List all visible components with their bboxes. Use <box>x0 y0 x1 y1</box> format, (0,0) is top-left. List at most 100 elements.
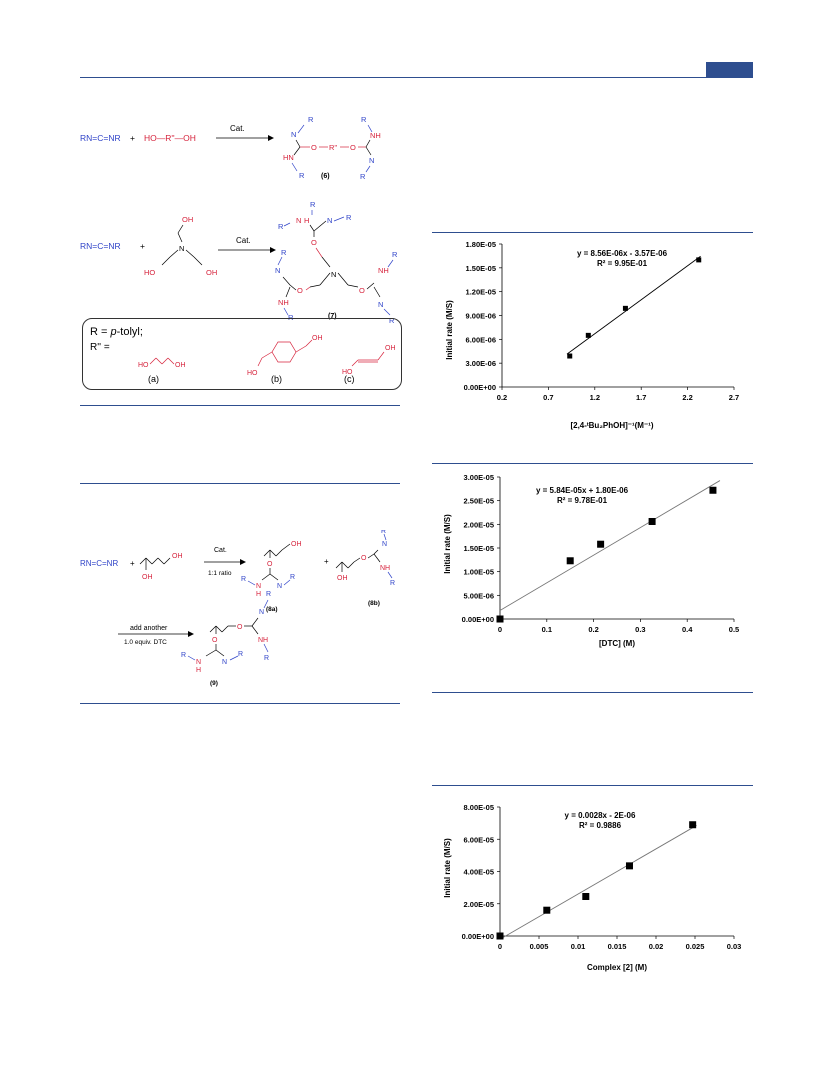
y-tick-label: 6.00E-06 <box>466 335 496 344</box>
data-point <box>496 932 504 940</box>
y-tick-label: 8.00E-05 <box>464 803 494 812</box>
y-tick-label: 0.00E+00 <box>464 383 496 392</box>
carbodiimide-3: RN=C=NR <box>80 559 118 568</box>
y-tick-label: 2.50E-05 <box>464 497 494 506</box>
product-7-structure: R H N R N R O N O N R NH R O NH R <box>275 200 398 325</box>
chart-1-equation: y = 8.56E-06x - 3.57E-06 <box>577 249 668 258</box>
svg-text:HO: HO <box>247 370 258 377</box>
rule-right-4 <box>432 785 753 786</box>
label-c: (c) <box>344 374 355 384</box>
plus-1: + <box>130 133 135 143</box>
svg-text:(6): (6) <box>321 173 330 180</box>
y-tick-label: 5.00E-06 <box>464 591 494 600</box>
data-point <box>597 540 605 548</box>
svg-text:OH: OH <box>312 335 323 342</box>
svg-text:OH: OH <box>172 553 183 560</box>
svg-text:N: N <box>196 659 201 666</box>
header-rule <box>80 77 753 78</box>
ratio-label: 1:1 ratio <box>208 570 232 577</box>
svg-text:R: R <box>360 172 366 181</box>
product-8b-structure: O N R NH R OH (8b) <box>335 530 395 607</box>
svg-text:R: R <box>264 655 269 662</box>
rule-right-2 <box>432 463 753 464</box>
arrow-head-2 <box>270 247 276 253</box>
cat-label-3: Cat. <box>214 547 227 554</box>
svg-text:R: R <box>281 248 287 257</box>
y-tick-label: 0.00E+00 <box>462 932 494 941</box>
x-tick-label: 0.1 <box>542 625 552 634</box>
plus-3a: + <box>130 559 135 568</box>
svg-text:H: H <box>256 591 261 598</box>
diol-a-structure: HO OH <box>138 357 186 369</box>
x-tick-label: 0 <box>498 625 502 634</box>
x-tick-label: 0.005 <box>530 942 549 951</box>
y-tick-label: 1.50E-05 <box>466 264 496 273</box>
svg-text:O: O <box>311 143 317 152</box>
chart-3-equation: y = 0.0028x - 2E-06 <box>565 811 636 820</box>
data-point <box>567 353 573 359</box>
data-point <box>582 892 590 900</box>
svg-text:OH: OH <box>385 345 396 352</box>
svg-text:NH: NH <box>378 266 389 275</box>
svg-text:OH: OH <box>175 362 186 369</box>
x-tick-label: 0.03 <box>727 942 742 951</box>
svg-text:OH: OH <box>291 541 302 548</box>
svg-text:OH: OH <box>182 215 193 224</box>
svg-text:R: R <box>310 200 316 209</box>
r-double-prime-label: R'' = <box>90 342 110 353</box>
plus-2: + <box>140 241 145 251</box>
svg-text:OH: OH <box>337 575 348 582</box>
data-point <box>566 557 574 565</box>
chart-3-xlabel: Complex [2] (M) <box>587 963 647 972</box>
svg-text:N: N <box>378 300 383 309</box>
x-tick-label: 0.4 <box>682 625 693 634</box>
svg-text:N: N <box>369 156 374 165</box>
svg-text:HO: HO <box>138 362 149 369</box>
diol-b-structure: HO OH <box>247 335 323 377</box>
data-point <box>543 906 551 914</box>
y-tick-label: 1.20E-05 <box>466 288 496 297</box>
svg-text:HO: HO <box>144 268 155 277</box>
trendline <box>499 825 697 940</box>
rule-right-3 <box>432 692 753 693</box>
svg-text:N: N <box>291 130 296 139</box>
svg-text:(8a): (8a) <box>266 606 278 613</box>
data-point <box>648 517 656 525</box>
product-8a-structure: OH O N H N R R (8a) <box>241 541 302 613</box>
svg-text:NH: NH <box>380 565 390 572</box>
data-point <box>622 305 628 311</box>
data-point <box>696 257 702 263</box>
svg-text:O: O <box>311 238 317 247</box>
svg-text:R: R <box>390 580 395 587</box>
x-tick-label: 0 <box>498 942 502 951</box>
svg-text:NH: NH <box>278 298 289 307</box>
x-tick-label: 0.01 <box>571 942 586 951</box>
svg-text:N: N <box>327 216 332 225</box>
y-tick-label: 1.80E-05 <box>466 240 496 249</box>
r-definition-content: R = p-tolyl; R'' = HO OH (a) HO OH (b) H… <box>90 326 396 384</box>
equiv-label: 1.0 equiv. DTC <box>124 639 167 646</box>
butanediol-structure: OH OH <box>139 553 183 581</box>
y-tick-label: 0.00E+00 <box>462 615 494 624</box>
svg-text:R: R <box>181 652 186 659</box>
svg-text:NH: NH <box>258 637 268 644</box>
x-tick-label: 0.2 <box>497 393 507 402</box>
x-tick-label: 1.7 <box>636 393 646 402</box>
svg-text:R: R <box>299 171 305 180</box>
carbodiimide-1: RN=C=NR <box>80 133 121 143</box>
chart-1-xlabel: [2,4-ᵗBu₂PhOH]⁻¹(M⁻¹) <box>570 421 653 430</box>
svg-text:N: N <box>179 244 184 253</box>
cat-label-2: Cat. <box>236 236 251 245</box>
diol-1: HO—R''—OH <box>144 133 196 143</box>
rule-left-3 <box>80 703 400 704</box>
chart-3-r2: R² = 0.9886 <box>579 821 622 830</box>
x-tick-label: 0.7 <box>543 393 553 402</box>
svg-text:R: R <box>290 574 295 581</box>
svg-text:OH: OH <box>206 268 217 277</box>
svg-text:R: R <box>278 222 284 231</box>
x-tick-label: 0.025 <box>686 942 705 951</box>
svg-text:O: O <box>237 624 243 631</box>
svg-text:O: O <box>212 637 218 644</box>
svg-text:N: N <box>275 266 280 275</box>
chart-1-ylabel: Initial rate (M/S) <box>445 300 454 360</box>
